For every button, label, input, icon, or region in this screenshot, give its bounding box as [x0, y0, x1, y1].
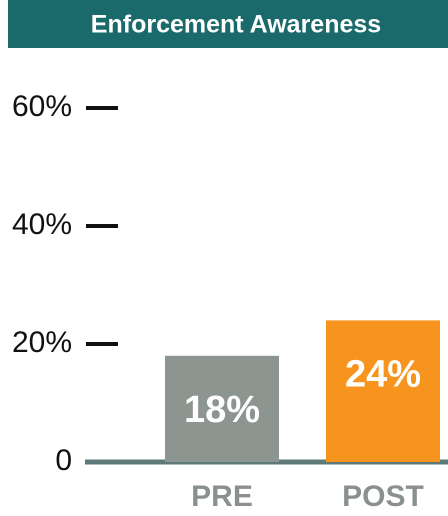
x-tick-label: POST: [342, 480, 424, 513]
chart-title: Enforcement Awareness: [91, 11, 381, 39]
value-label: 24%: [345, 353, 421, 395]
x-tick-label: PRE: [191, 480, 253, 513]
bar: [165, 355, 279, 462]
title-banner: [8, 0, 448, 48]
value-label: 18%: [184, 389, 260, 431]
y-tick-label: 40%: [12, 208, 72, 241]
bar: [326, 320, 440, 462]
y-tick-label: 20%: [12, 326, 72, 359]
y-tick-label: 60%: [12, 90, 72, 123]
y-tick-label: 0: [55, 444, 72, 477]
